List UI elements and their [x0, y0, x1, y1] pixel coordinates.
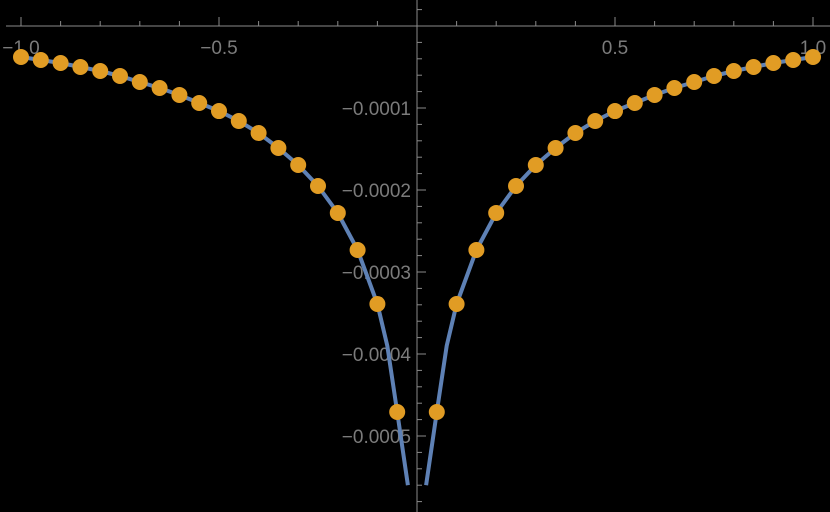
data-point — [191, 94, 208, 111]
data-point — [131, 74, 148, 91]
data-point — [607, 103, 623, 120]
y-tick-label: −0.0004 — [342, 345, 412, 366]
data-points — [13, 48, 821, 420]
data-point — [310, 177, 326, 194]
data-point — [527, 156, 544, 173]
data-point — [369, 295, 386, 312]
data-point — [92, 63, 109, 80]
data-point — [686, 74, 703, 91]
data-point — [32, 52, 49, 69]
y-tick-label: −0.0001 — [342, 99, 411, 120]
y-tick-label: −0.0002 — [342, 181, 411, 202]
data-point — [329, 204, 346, 221]
data-point — [211, 103, 227, 120]
data-point — [52, 54, 69, 71]
data-point — [765, 54, 782, 71]
tick-labels: −1.0 −0.5 0.5 1.0−0.0001−0.0002−0.0003−0.00… — [2, 38, 826, 448]
data-point — [587, 113, 604, 130]
data-point — [626, 94, 643, 111]
data-point — [567, 125, 584, 142]
data-point — [488, 204, 505, 221]
data-point — [151, 79, 168, 96]
data-point — [72, 59, 89, 75]
data-point — [13, 48, 29, 65]
data-point — [448, 295, 465, 312]
x-tick-label: 0.5 — [602, 38, 628, 59]
data-point — [725, 63, 742, 80]
data-point — [745, 59, 762, 75]
data-point — [270, 140, 287, 157]
axis-ticks — [20, 9, 814, 503]
data-point — [508, 177, 524, 194]
y-tick-label: −0.0005 — [342, 427, 411, 448]
data-point — [547, 140, 564, 157]
data-point — [290, 156, 307, 173]
y-tick-label: −0.0003 — [342, 263, 411, 284]
data-point — [646, 86, 663, 103]
data-point — [706, 68, 722, 85]
data-point — [805, 48, 821, 65]
x-tick-label: −1.0 — [2, 38, 40, 59]
data-point — [428, 403, 445, 420]
data-point — [389, 403, 406, 420]
data-point — [112, 68, 128, 85]
data-point — [171, 86, 188, 103]
x-tick-label: −0.5 — [200, 38, 238, 59]
data-point — [468, 242, 485, 259]
data-point — [250, 125, 267, 142]
data-point — [349, 242, 366, 259]
data-point — [230, 113, 247, 130]
data-point — [666, 79, 683, 96]
data-point — [785, 52, 802, 69]
